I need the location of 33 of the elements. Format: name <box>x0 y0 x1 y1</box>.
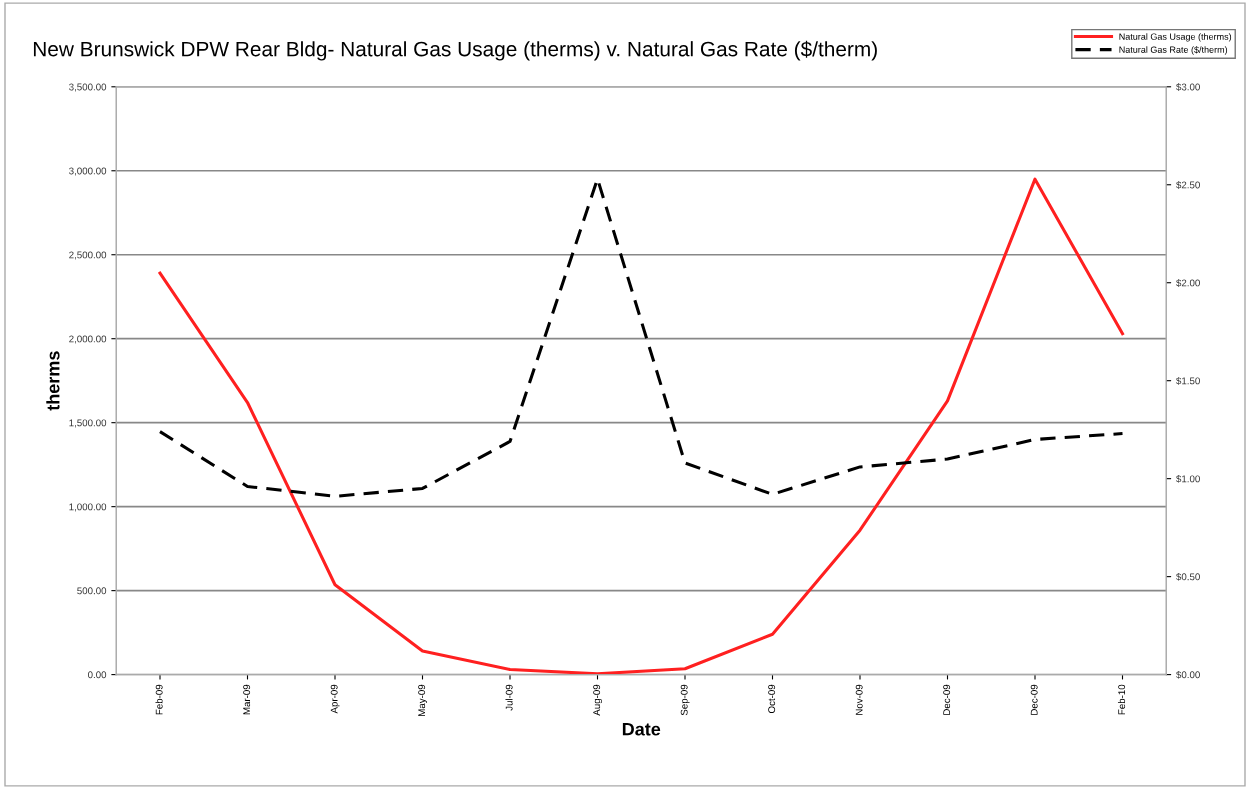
x-tick-label: Apr-09 <box>330 684 340 714</box>
x-tick-label: May-09 <box>418 684 428 716</box>
x-tick-label: Jul-09 <box>505 684 513 711</box>
y2-tick-label: $3.00 <box>1176 83 1200 91</box>
y-tick-label: 3,000.00 <box>69 167 107 176</box>
x-axis-title: Date <box>622 722 661 736</box>
x-tick-label: Sep-09 <box>680 684 690 716</box>
y2-tick-label: $2.50 <box>1176 181 1200 189</box>
x-tick-label: Oct-09 <box>768 684 776 714</box>
x-tick-label: Aug-09 <box>593 684 603 716</box>
legend-label: Natural Gas Usage (therms) <box>1119 33 1232 42</box>
line-series <box>158 177 1125 675</box>
y-tick-label: 0.00 <box>87 671 107 679</box>
chart-title: New Brunswick DPW Rear Bldg- Natural Gas Usage (therms) v. Natural Gas Rate ($/therm) <box>33 40 877 61</box>
y2-tick-label: $0.50 <box>1176 572 1200 581</box>
y-axis-title: therms <box>46 351 60 411</box>
x-tick-label: Feb-09 <box>155 684 163 715</box>
y2-tick-label: $0.00 <box>1176 670 1200 679</box>
y-tick-label: 2,500.00 <box>69 251 107 260</box>
x-tick-label: Dec-09 <box>1030 684 1038 715</box>
y-tick-label: 1,500.00 <box>69 419 107 428</box>
y2-tick-label: $2.00 <box>1176 279 1200 287</box>
x-tick-label: Nov-09 <box>855 684 863 715</box>
x-tick-label: Feb-10 <box>1117 684 1126 715</box>
x-tick-label: Dec-09 <box>943 684 951 715</box>
y2-tick-label: $1.50 <box>1176 377 1200 385</box>
legend-label: Natural Gas Rate ($/therm) <box>1119 46 1228 55</box>
y-tick-label: 3,500.00 <box>69 83 107 92</box>
y-tick-label: 2,000.00 <box>69 335 107 344</box>
y-tick-label: 1,000.00 <box>69 503 107 512</box>
x-tick-label: Mar-09 <box>243 684 251 715</box>
y-tick-label: 500.00 <box>77 587 107 595</box>
y2-tick-label: $1.00 <box>1176 474 1200 483</box>
